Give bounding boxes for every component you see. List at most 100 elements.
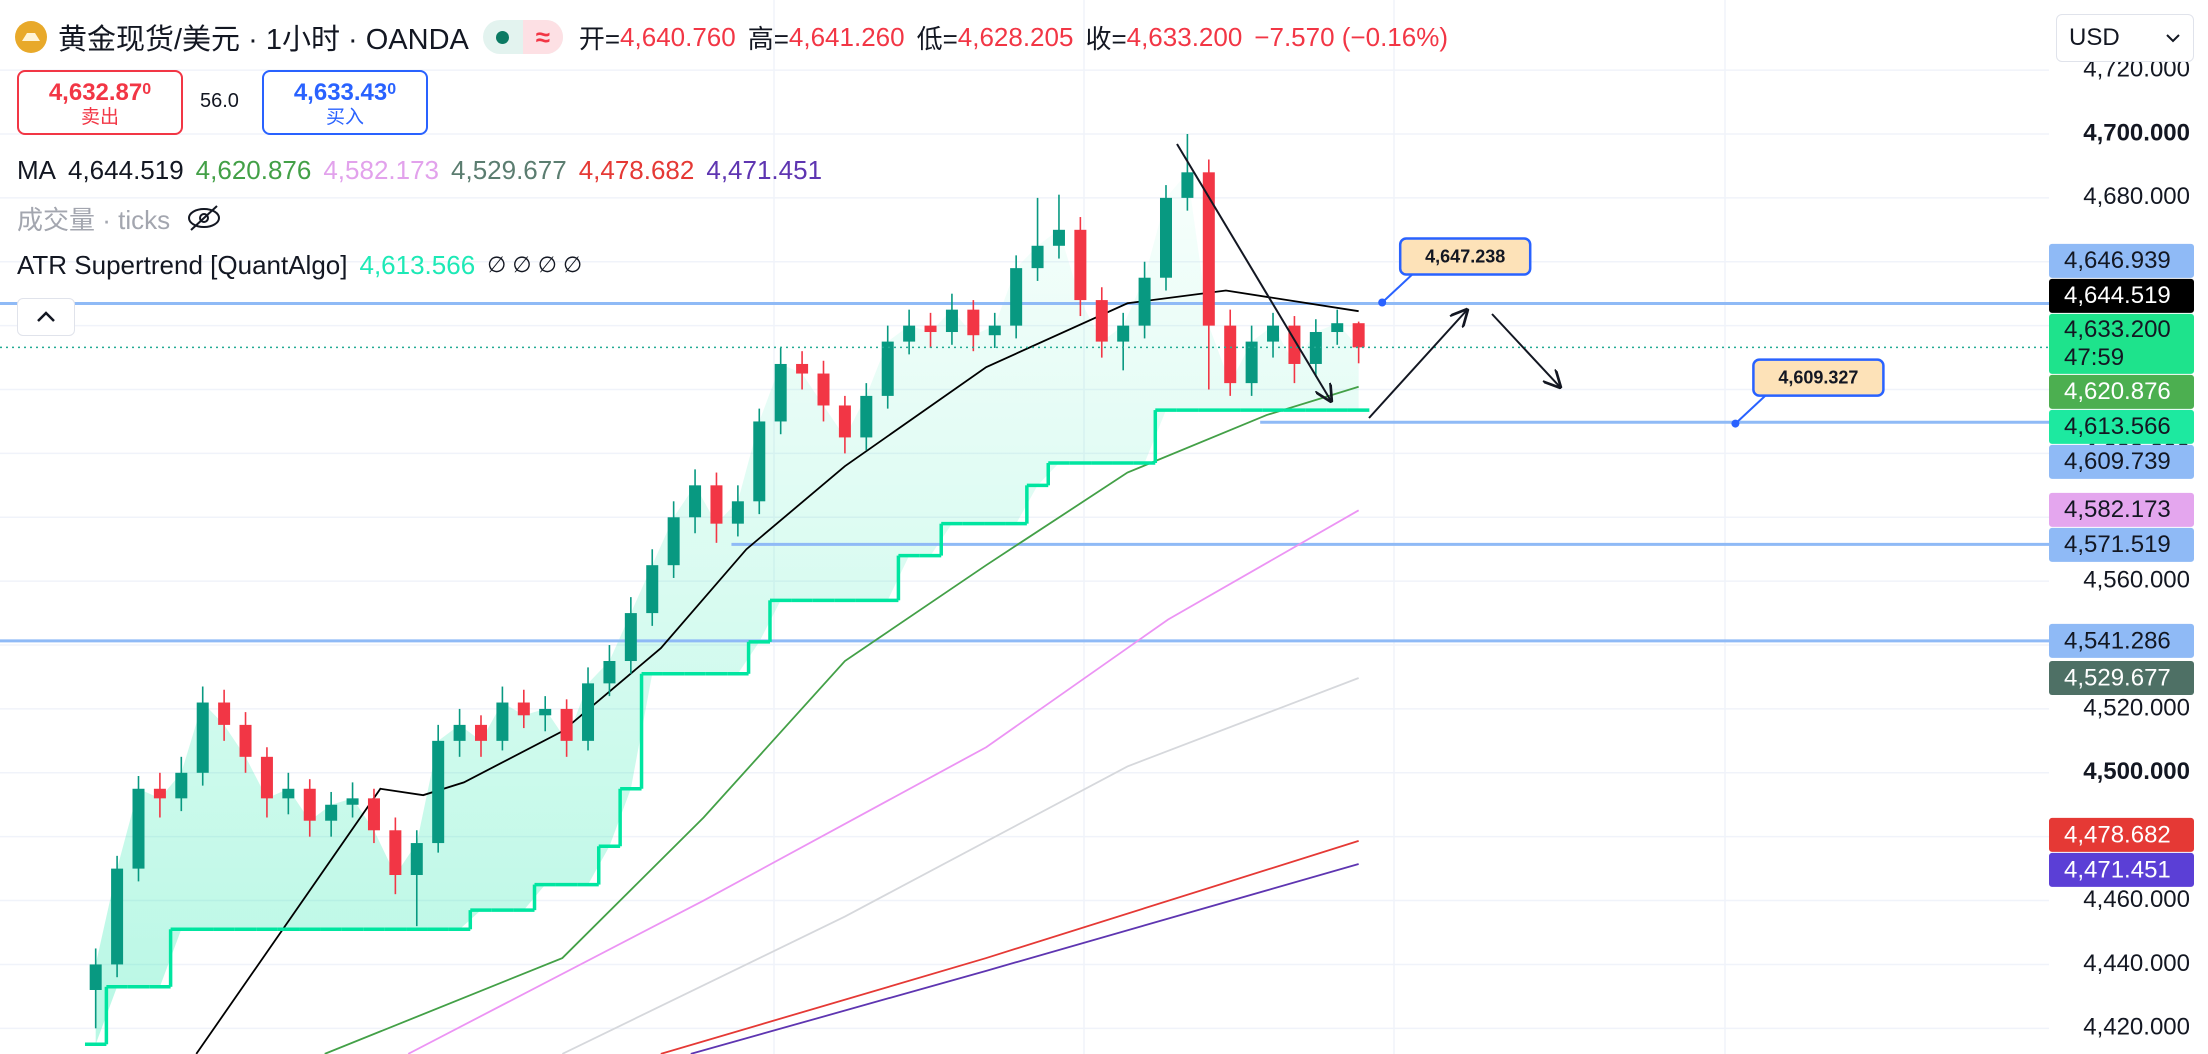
moving-average-line [561,677,1359,1054]
callout-anchor [1378,298,1387,307]
moving-average-line [660,840,1359,1054]
y-tick-label: 4,420.000 [2083,1014,2190,1041]
price-label: 4,541.286 [2064,627,2171,654]
candle-body [1267,325,1280,342]
callout-text: 4,609.327 [1778,367,1858,387]
moving-average-line [407,509,1360,1054]
collapse-button[interactable] [17,298,75,336]
price-label-box [2049,278,2194,313]
candle-body [924,325,937,333]
countdown: 47:59 [2064,344,2124,371]
ohlc-value: 4,633.200 [1126,21,1243,52]
candle-body [1117,325,1130,342]
ohlc-label: 高= [747,23,789,54]
sell-button[interactable]: 4,632.870 卖出 [17,70,183,135]
candle-body [860,395,873,438]
hidden-eye-icon[interactable] [186,203,222,233]
candle-body [260,756,273,799]
ohlc-value: 4,640.760 [620,21,736,52]
market-open-dot [483,30,523,44]
price-label: 4,620.876 [2064,378,2171,405]
supertrend-legend: ATR Supertrend [QuantAlgo] 4,613.566 ∅ ∅… [17,248,582,282]
price-label: 4,471.451 [2064,856,2171,883]
candle-body [432,740,445,844]
ma-value: 4,582.173 [323,154,440,185]
callout-pointer [1734,394,1767,425]
supertrend-extra: ∅ ∅ ∅ ∅ [487,252,583,277]
candle-body [282,788,295,799]
candle-body [111,868,124,965]
supertrend-label: ATR Supertrend [QuantAlgo] [17,249,348,280]
candle-body [603,661,616,684]
sell-price: 4,632.87 [48,79,143,106]
price-label-box [2049,409,2194,444]
sell-price-fraction: 0 [142,81,152,98]
candle-body [988,325,1001,336]
candle-body [89,964,102,990]
price-label: 4,571.519 [2064,531,2171,558]
price-label-box [2049,313,2194,374]
trend-arrow [1176,143,1331,401]
candle-body [582,683,595,741]
candle-body [1331,323,1344,333]
candle-body [474,724,487,741]
price-label-box [2049,374,2194,409]
candle-body [1031,245,1044,269]
price-label: 4,633.200 [2064,316,2171,343]
moving-average-line [690,863,1359,1054]
price-label: 4,609.739 [2064,448,2171,475]
trend-arrow [1368,310,1467,419]
candle-body [1010,268,1023,326]
header: 黄金现货/美元 · 1小时 · OANDA ≈ 开= 4,640.760 高= 4,… [14,16,1448,58]
candle-body [1245,341,1258,384]
candle-body [367,798,380,831]
candle-body [153,788,166,799]
candle-body [817,373,830,406]
candle-body [1352,323,1365,348]
candle-body [967,309,980,336]
price-label: 4,613.566 [2064,413,2171,440]
volume-label: 成交量 · ticks [17,204,171,235]
ma-value: 4,620.876 [195,154,312,185]
candle-body [1074,229,1087,301]
ohlc-value: 4,641.260 [788,21,905,52]
ma-value: 4,478.682 [578,154,695,185]
price-label-box [2049,527,2194,562]
price-label: 4,478.682 [2064,821,2171,848]
status-pill[interactable]: ≈ [482,20,563,54]
y-tick-label: 4,460.000 [2083,886,2190,913]
currency-dropdown[interactable]: USD [2056,14,2194,62]
buy-button[interactable]: 4,633.430 买入 [262,70,428,135]
delayed-icon: ≈ [522,20,563,54]
price-label-box [2049,852,2194,887]
candle-body [132,788,145,869]
price-label-box [2049,444,2194,479]
candle-body [838,405,851,438]
spread: 56.0 [200,90,239,112]
price-label: 4,582.173 [2064,496,2171,523]
candle-body [346,798,359,805]
candle-body [945,309,958,333]
buy-price-fraction: 0 [387,81,397,98]
price-label: 4,646.939 [2064,247,2171,274]
candle-body [881,341,894,396]
price-axis: 4,720.0004,700.0004,680.0004,660.0004,64… [2049,0,2208,1054]
price-label-box [2049,243,2194,278]
price-label-box [2049,492,2194,527]
candle-body [753,421,766,502]
currency-label: USD [2069,24,2120,51]
ma-value: 4,644.519 [68,154,184,185]
y-tick-label: 4,500.000 [2083,758,2190,785]
candle-body [1052,229,1065,246]
callout-text: 4,647.238 [1425,246,1505,266]
candle-body [796,363,809,374]
callout-anchor [1731,419,1740,428]
candle-body [453,724,466,741]
candle-body [303,788,316,821]
price-change: −7.570 (−0.16%) [1254,21,1448,52]
price-label-box [2049,623,2194,658]
candle-body [196,702,209,773]
ohlc-value: 4,628.205 [957,21,1074,52]
supertrend-value: 4,613.566 [359,249,476,280]
